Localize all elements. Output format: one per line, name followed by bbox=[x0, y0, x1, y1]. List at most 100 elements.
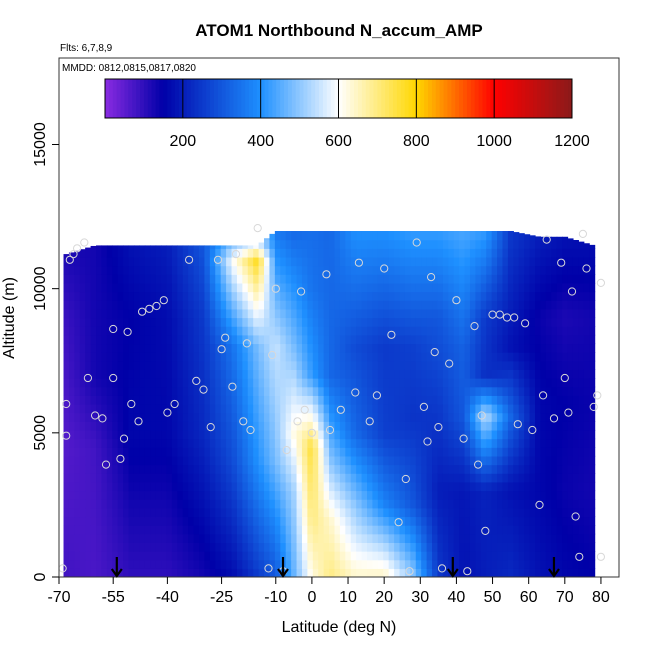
heatmap-cell bbox=[85, 256, 92, 267]
heatmap-cell bbox=[567, 326, 574, 336]
heatmap-cell bbox=[453, 360, 460, 370]
heatmap-cell bbox=[312, 334, 319, 345]
heatmap-cell bbox=[524, 317, 531, 327]
heatmap-cell bbox=[404, 447, 411, 457]
colorbar-swatch bbox=[186, 79, 192, 118]
heatmap-cell bbox=[128, 464, 135, 474]
heatmap-cell bbox=[377, 239, 384, 249]
colorbar-swatch bbox=[513, 79, 519, 118]
heatmap-cell bbox=[556, 455, 563, 466]
heatmap-cell bbox=[318, 369, 325, 379]
heatmap-cell bbox=[226, 274, 233, 284]
heatmap-cell bbox=[96, 473, 103, 483]
heatmap-cell bbox=[545, 412, 552, 422]
heatmap-cell bbox=[193, 551, 200, 561]
heatmap-cell bbox=[258, 300, 265, 310]
heatmap-cell bbox=[404, 231, 411, 241]
heatmap-cell bbox=[231, 245, 238, 249]
heatmap-cell bbox=[383, 481, 390, 492]
heatmap-cell bbox=[90, 378, 97, 388]
heatmap-cell bbox=[301, 360, 308, 370]
sample-point bbox=[109, 324, 118, 334]
heatmap-cell bbox=[182, 559, 189, 569]
heatmap-cell bbox=[551, 282, 558, 293]
heatmap-cell bbox=[524, 447, 531, 457]
heatmap-cell bbox=[247, 352, 254, 362]
heatmap-cell bbox=[74, 274, 81, 284]
colorbar-swatch bbox=[533, 79, 538, 118]
heatmap-cell bbox=[258, 499, 265, 509]
heatmap-cell bbox=[518, 256, 525, 267]
sample-point bbox=[98, 414, 107, 423]
y-tick-label: 10000 bbox=[32, 266, 49, 311]
heatmap-cell bbox=[415, 326, 422, 336]
heatmap-cell bbox=[383, 256, 390, 267]
heatmap-cell bbox=[291, 326, 298, 336]
heatmap-cell bbox=[350, 507, 357, 518]
heatmap-cell bbox=[410, 265, 417, 275]
heatmap-cell bbox=[285, 248, 292, 258]
heatmap-cell bbox=[350, 429, 357, 440]
heatmap-cell bbox=[578, 241, 585, 249]
heatmap-cell bbox=[497, 386, 504, 396]
heatmap-cell bbox=[144, 438, 151, 448]
heatmap-cell bbox=[220, 245, 227, 249]
heatmap-cell bbox=[90, 464, 97, 474]
heatmap-cell bbox=[264, 308, 271, 319]
heatmap-cell bbox=[399, 447, 406, 457]
heatmap-cell bbox=[177, 291, 184, 301]
heatmap-cell bbox=[562, 282, 569, 293]
heatmap-cell bbox=[68, 421, 75, 431]
heatmap-cell bbox=[204, 386, 211, 396]
heatmap-cell bbox=[486, 542, 493, 552]
heatmap-cell bbox=[442, 516, 449, 526]
heatmap-cell bbox=[377, 473, 384, 483]
heatmap-cell bbox=[453, 507, 460, 518]
heatmap-cell bbox=[329, 438, 336, 448]
sample-point bbox=[596, 278, 606, 287]
heatmap-cell bbox=[383, 378, 390, 388]
heatmap-cell bbox=[415, 516, 422, 526]
colorbar-swatch bbox=[466, 79, 472, 118]
sample-point bbox=[474, 460, 483, 469]
heatmap-cell bbox=[410, 308, 417, 319]
heatmap-cell bbox=[182, 274, 189, 284]
heatmap-cell bbox=[220, 455, 227, 466]
heatmap-cell bbox=[128, 265, 135, 275]
colorbar-swatch bbox=[408, 79, 413, 118]
heatmap-cell bbox=[535, 542, 542, 552]
heatmap-cell bbox=[432, 404, 439, 414]
heatmap-cell bbox=[545, 386, 552, 396]
heatmap-cell bbox=[469, 300, 476, 310]
heatmap-cell bbox=[404, 308, 411, 319]
heatmap-cell bbox=[312, 412, 319, 422]
heatmap-cell bbox=[377, 490, 384, 500]
heatmap-cell bbox=[323, 317, 330, 327]
heatmap-cell bbox=[464, 300, 471, 310]
heatmap-cell bbox=[551, 516, 558, 526]
heatmap-cell bbox=[177, 568, 184, 577]
heatmap-cell bbox=[177, 386, 184, 396]
heatmap-cell bbox=[101, 429, 108, 440]
heatmap-cell bbox=[144, 317, 151, 327]
heatmap-cell bbox=[448, 326, 455, 336]
heatmap-cell bbox=[101, 412, 108, 422]
heatmap-cell bbox=[480, 455, 487, 466]
heatmap-cell bbox=[85, 395, 92, 405]
heatmap-cell bbox=[253, 412, 260, 422]
heatmap-cell bbox=[161, 317, 168, 327]
heatmap-cell bbox=[323, 386, 330, 396]
heatmap-cell bbox=[404, 352, 411, 362]
heatmap-cell bbox=[459, 256, 466, 267]
heatmap-cell bbox=[144, 568, 151, 577]
heatmap-cell bbox=[74, 282, 81, 293]
heatmap-cell bbox=[388, 317, 395, 327]
heatmap-cell bbox=[117, 490, 124, 500]
heatmap-cell bbox=[432, 490, 439, 500]
heatmap-cell bbox=[177, 326, 184, 336]
heatmap-cell bbox=[437, 412, 444, 422]
heatmap-cell bbox=[74, 473, 81, 483]
heatmap-cell bbox=[188, 559, 195, 569]
heatmap-cell bbox=[63, 429, 70, 440]
heatmap-cell bbox=[502, 352, 509, 362]
